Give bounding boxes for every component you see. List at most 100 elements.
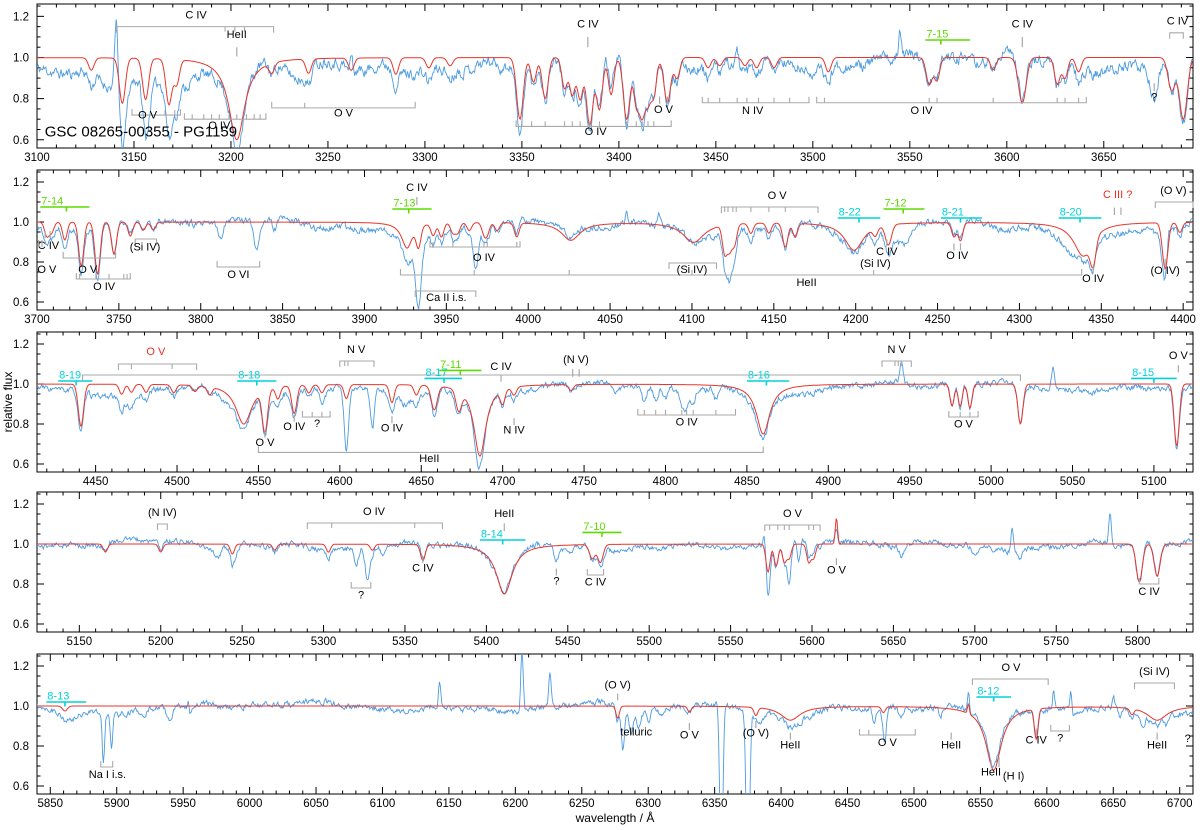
x-axis-ticks: [46, 332, 1187, 472]
ion-label: ?: [314, 418, 320, 430]
ion-label: O V: [1169, 350, 1189, 362]
ion-label: C IV: [38, 240, 60, 252]
ion-label: O IV: [946, 250, 969, 262]
ion-label: C IV: [585, 576, 607, 588]
ion-label: C IV: [577, 19, 599, 31]
ion-label: O V: [827, 565, 847, 577]
ion-label: HeII: [941, 739, 961, 751]
y-tick-label: 0.8: [13, 579, 29, 591]
x-tick-label: 5900: [104, 798, 130, 810]
ion-label: O IV: [208, 120, 231, 132]
ion-label: (N V): [563, 354, 589, 366]
ion-label: C IV: [490, 361, 512, 373]
y-axis-ticks: [37, 171, 1193, 303]
ion-label: O V: [878, 737, 898, 749]
ion-label: N V: [888, 344, 907, 356]
ion-label: ?: [1057, 732, 1063, 744]
y-tick-label: 0.6: [13, 619, 29, 631]
x-tick-label: 3950: [434, 314, 460, 326]
observed-spectrum-curve: [37, 19, 1193, 148]
ion-label: C IV: [1167, 16, 1189, 28]
x-tick-label: 4750: [571, 476, 597, 488]
line-id-bracket: [257, 446, 764, 453]
y-tick-label: 0.6: [13, 459, 29, 471]
ion-label: (N IV): [148, 507, 177, 519]
spectrum-panel-5: 5850 5900 5950 6000 6050 6100 6150 6200 6250 6300…: [13, 653, 1194, 810]
x-tick-label: 6100: [370, 798, 396, 810]
y-axis-title: relative flux: [1, 372, 15, 433]
x-tick-label: 3450: [703, 152, 729, 164]
series-label: 8-19: [59, 370, 81, 382]
x-tick-label: 4350: [1089, 314, 1115, 326]
series-label: 7-13: [393, 198, 415, 210]
y-tick-label: 1.0: [13, 379, 29, 391]
panel-frame: [36, 491, 1194, 633]
ion-label: C IV: [406, 182, 428, 194]
ion-label: O IV: [93, 281, 116, 293]
x-tick-label: 3650: [1091, 152, 1117, 164]
x-tick-label: 5350: [392, 636, 418, 648]
ion-label: C IV: [1138, 586, 1160, 598]
x-tick-label: 5950: [170, 798, 196, 810]
ion-label: O V: [768, 190, 788, 202]
line-id-bracket: [701, 96, 810, 104]
series-label: 7-11: [440, 359, 461, 371]
ion-label: (O V): [1160, 185, 1186, 197]
y-tick-label: 1.0: [13, 539, 29, 551]
x-tick-label: 4050: [597, 314, 623, 326]
ion-label: C IV: [185, 9, 207, 21]
panel-annotations: 8-13 Na I i.s. (O V) telluric O V (O V) HeII O …: [46, 662, 1191, 782]
x-tick-label: 6000: [237, 798, 263, 810]
x-tick-label: 4500: [164, 476, 190, 488]
x-tick-label: 6400: [768, 798, 794, 810]
ion-label: O V: [138, 110, 158, 122]
x-tick-label: 5400: [474, 636, 500, 648]
observed-spectrum-curve: [37, 210, 1193, 310]
x-tick-label: 3200: [218, 152, 244, 164]
x-tick-label: 6150: [436, 798, 462, 810]
x-tick-label: 4650: [408, 476, 434, 488]
line-id-bracket: [156, 523, 168, 530]
y-tick-label: 1.0: [13, 701, 29, 713]
series-label: 8-12: [977, 686, 999, 698]
x-tick-label: 4000: [515, 314, 541, 326]
line-id-bracket: [301, 411, 331, 418]
ion-label: O V: [78, 264, 98, 276]
line-id-bracket: [720, 206, 819, 213]
line-id-bracket: [948, 411, 979, 418]
x-tick-label: 4400: [1170, 314, 1196, 326]
ion-label: HeII: [796, 277, 816, 289]
x-tick-label: 4600: [327, 476, 353, 488]
ion-label: HeII: [981, 767, 1001, 779]
observed-spectrum-curve: [37, 361, 1193, 471]
y-tick-label: 0.6: [13, 297, 29, 309]
y-tick-label: 1.2: [13, 177, 29, 189]
model-spectrum-curve: [37, 518, 1193, 595]
x-tick-label: 5200: [148, 636, 174, 648]
line-id-bracket: [117, 363, 198, 370]
x-tick-label: 3800: [188, 314, 214, 326]
x-tick-label: 3600: [994, 152, 1020, 164]
ion-label: (O V): [605, 679, 631, 691]
x-tick-label: 6200: [503, 798, 529, 810]
line-id-bracket: [1169, 32, 1184, 39]
ion-label: O V: [255, 437, 275, 449]
ion-label: O VI: [227, 269, 249, 281]
x-tick-label: 6050: [303, 798, 329, 810]
ion-label: O IV: [676, 416, 699, 428]
x-tick-label: 5650: [881, 636, 907, 648]
x-tick-label: 5100: [1141, 476, 1167, 488]
ion-label: O IV: [283, 421, 306, 433]
line-id-bracket: [414, 290, 477, 297]
panel-annotations: 7-14 C IV O V O V O IV (Si IV) O VI 7-13 C IV O I…: [37, 182, 1194, 304]
x-tick-label: 4850: [734, 476, 760, 488]
line-id-bracket: [339, 360, 375, 367]
model-spectrum-curve: [37, 221, 1193, 276]
x-tick-label: 3500: [800, 152, 826, 164]
x-tick-label: 3300: [412, 152, 438, 164]
model-spectrum-curve: [37, 702, 1193, 771]
line-id-bracket: [858, 729, 916, 736]
ion-label: O IV: [1082, 273, 1105, 285]
spectrum-panel-2: 3700 3750 3800 3850 3900 3950 4000 4050 4100 4150…: [13, 169, 1196, 326]
